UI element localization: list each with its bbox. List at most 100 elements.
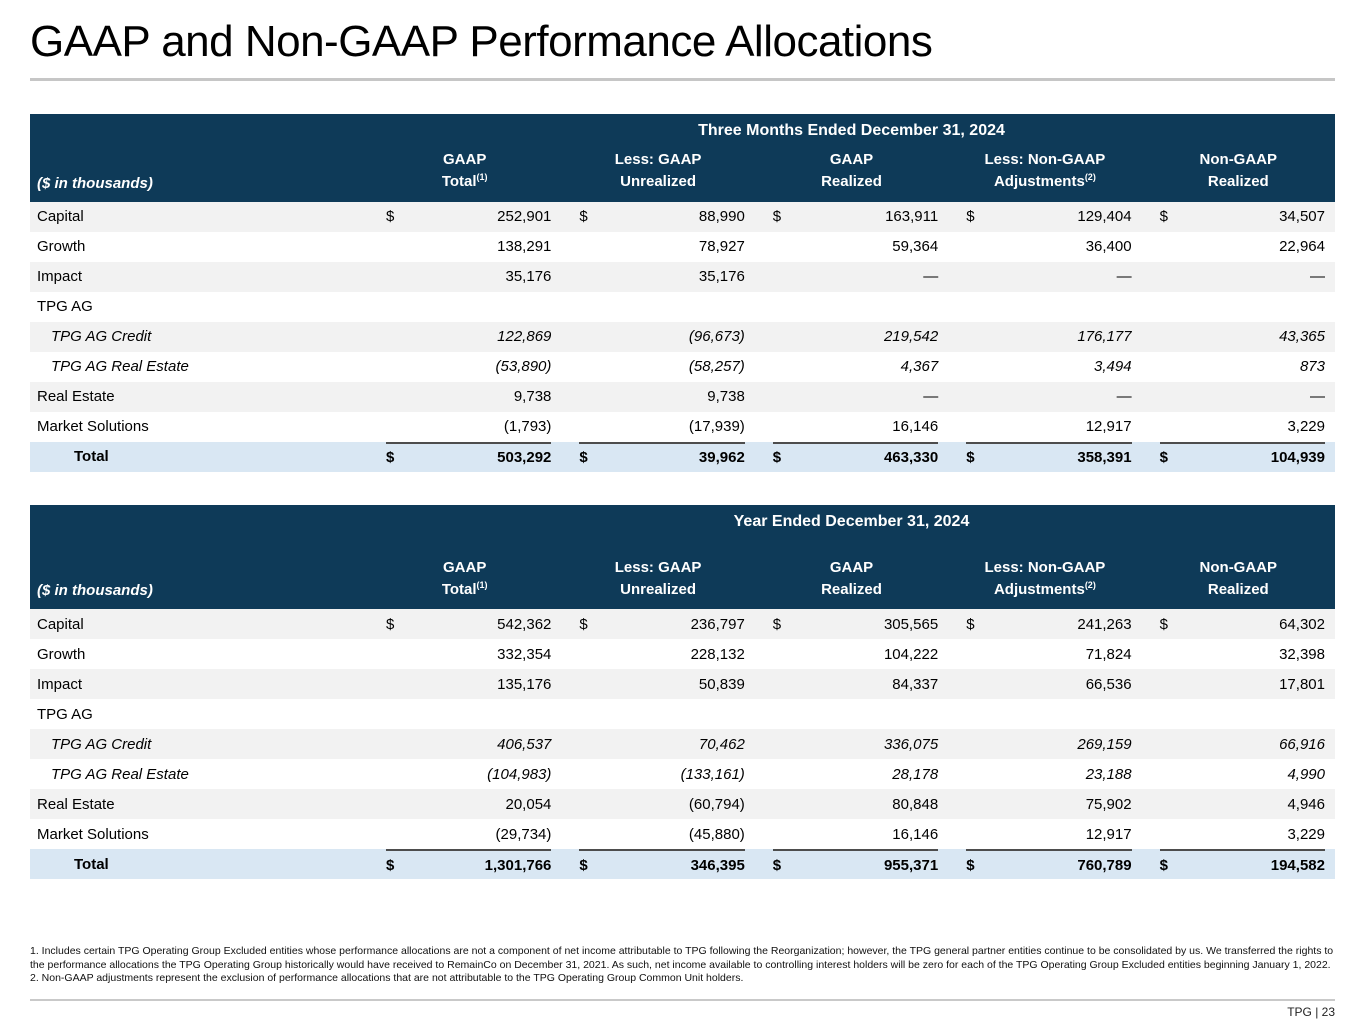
column-header-line1: Less: Non-GAAP xyxy=(984,151,1106,169)
value-cell xyxy=(368,699,561,729)
table-row: Total $503,292 $39,962 $463,330 $358,391… xyxy=(30,441,1335,472)
cell-value: 71,824 xyxy=(1085,645,1132,663)
table-header: Year Ended December 31, 2024 ($ in thous… xyxy=(30,504,1335,610)
value-cell: 23,188 xyxy=(948,759,1141,789)
cell-value: 43,365 xyxy=(1279,328,1325,346)
value-cell: — xyxy=(755,262,948,292)
value-cell: 50,839 xyxy=(561,669,754,699)
cell-value: 194,582 xyxy=(1270,856,1325,874)
table-row: Total $1,301,766 $346,395 $955,371 $760,… xyxy=(30,849,1335,880)
value-cell: — xyxy=(948,382,1141,412)
value-cell: (29,734) xyxy=(368,819,561,849)
cell-value: 35,176 xyxy=(698,268,745,286)
cell-value: 3,229 xyxy=(1287,825,1325,843)
cell-value: 12,917 xyxy=(1085,825,1132,843)
column-header: Less: GAAP Unrealized xyxy=(561,557,754,601)
cell-value: 760,789 xyxy=(1077,856,1132,874)
cell-value: 3,229 xyxy=(1287,418,1325,436)
table-row: TPG AG Credit 406,537 70,462 336,075 269… xyxy=(30,729,1335,760)
cell-value: 3,494 xyxy=(1094,358,1132,376)
row-label: TPG AG Credit xyxy=(51,735,152,753)
value-cell: 28,178 xyxy=(755,759,948,789)
value-cell: (45,880) xyxy=(561,819,754,849)
dollar-sign: $ xyxy=(966,208,975,226)
table-row: TPG AG Real Estate (53,890) (58,257) 4,3… xyxy=(30,352,1335,382)
column-header-line2: Unrealized xyxy=(620,580,697,598)
cell-value: 39,962 xyxy=(698,449,745,467)
cell-value: 75,902 xyxy=(1085,795,1132,813)
value-cell: 59,364 xyxy=(755,232,948,262)
cell-value: 163,911 xyxy=(885,208,939,226)
page-title: GAAP and Non-GAAP Performance Allocation… xyxy=(30,17,933,66)
value-cell: — xyxy=(948,262,1141,292)
row-label-cell: Total xyxy=(30,442,368,472)
cell-value: 305,565 xyxy=(883,615,939,633)
cell-value: 64,302 xyxy=(1279,615,1325,633)
cell-value: 32,398 xyxy=(1279,645,1325,663)
value-cell: 43,365 xyxy=(1142,322,1335,352)
value-cell: (58,257) xyxy=(561,352,754,382)
value-cell: 16,146 xyxy=(755,819,948,849)
row-label-cell: TPG AG Real Estate xyxy=(30,759,368,789)
cell-value: 23,188 xyxy=(1085,765,1132,783)
value-cell xyxy=(561,699,754,729)
value-cell: 20,054 xyxy=(368,789,561,819)
cell-value: 34,507 xyxy=(1279,208,1325,226)
cell-value: 269,159 xyxy=(1077,735,1132,753)
table-row: Capital $252,901 $88,990 $163,911 $129,4… xyxy=(30,201,1335,232)
value-cell: 35,176 xyxy=(561,262,754,292)
value-cell xyxy=(1142,292,1335,322)
dollar-sign: $ xyxy=(386,856,395,874)
value-cell: 228,132 xyxy=(561,639,754,669)
value-cell: 104,222 xyxy=(755,639,948,669)
row-label-header-cell: ($ in thousands) xyxy=(30,582,368,600)
row-label-cell: Growth xyxy=(30,232,368,262)
row-label-cell: Real Estate xyxy=(30,382,368,412)
footnote-1: 1. Includes certain TPG Operating Group … xyxy=(30,945,1334,971)
table-row: Market Solutions (1,793) (17,939) 16,146… xyxy=(30,412,1335,442)
value-cell: 269,159 xyxy=(948,729,1141,759)
value-cell xyxy=(948,292,1141,322)
value-cell: 4,990 xyxy=(1142,759,1335,789)
column-header-line2: Realized xyxy=(1207,580,1269,598)
period-header: Year Ended December 31, 2024 xyxy=(733,512,970,530)
cell-value: 78,927 xyxy=(698,238,745,256)
dollar-sign: $ xyxy=(966,615,975,633)
table-row: Growth 332,354 228,132 104,222 71,824 32… xyxy=(30,639,1335,669)
cell-value: 28,178 xyxy=(892,765,939,783)
cell-value: (133,161) xyxy=(680,765,745,783)
value-cell: 4,946 xyxy=(1142,789,1335,819)
value-cell: $104,939 xyxy=(1142,441,1335,472)
value-cell: 176,177 xyxy=(948,322,1141,352)
cell-value: 873 xyxy=(1299,358,1325,376)
row-label: TPG AG Real Estate xyxy=(51,358,189,376)
cell-value: 9,738 xyxy=(513,388,552,406)
column-header-line2: Total xyxy=(441,173,477,191)
column-header: Non-GAAP Realized xyxy=(1142,557,1335,601)
cell-value: — xyxy=(1116,388,1132,406)
row-label: TPG AG Credit xyxy=(51,328,152,346)
footer-divider xyxy=(30,999,1335,1001)
value-cell: — xyxy=(1142,262,1335,292)
table-row: Impact 35,176 35,176 — — — xyxy=(30,261,1335,292)
row-label-cell: TPG AG Credit xyxy=(30,729,368,759)
column-header-line1: Non-GAAP xyxy=(1199,151,1278,169)
row-label: TPG AG xyxy=(37,705,93,723)
cell-value: 176,177 xyxy=(1077,328,1132,346)
value-cell: $760,789 xyxy=(948,849,1141,879)
dollar-sign: $ xyxy=(579,615,588,633)
value-cell: (104,983) xyxy=(368,759,561,789)
cell-value: 59,364 xyxy=(892,238,939,256)
cell-value: 236,797 xyxy=(690,615,745,633)
column-header-line1: GAAP xyxy=(829,151,874,169)
cell-value: 122,869 xyxy=(497,328,552,346)
cell-value: 16,146 xyxy=(892,418,939,436)
table-row: Capital $542,362 $236,797 $305,565 $241,… xyxy=(30,609,1335,640)
cell-value: 503,292 xyxy=(497,449,552,467)
table-row: Growth 138,291 78,927 59,364 36,400 22,9… xyxy=(30,232,1335,262)
cell-value: 66,536 xyxy=(1085,675,1132,693)
value-cell: (96,673) xyxy=(561,322,754,352)
value-cell: 336,075 xyxy=(755,729,948,759)
value-cell: 3,494 xyxy=(948,352,1141,382)
cell-value: 336,075 xyxy=(883,735,939,753)
